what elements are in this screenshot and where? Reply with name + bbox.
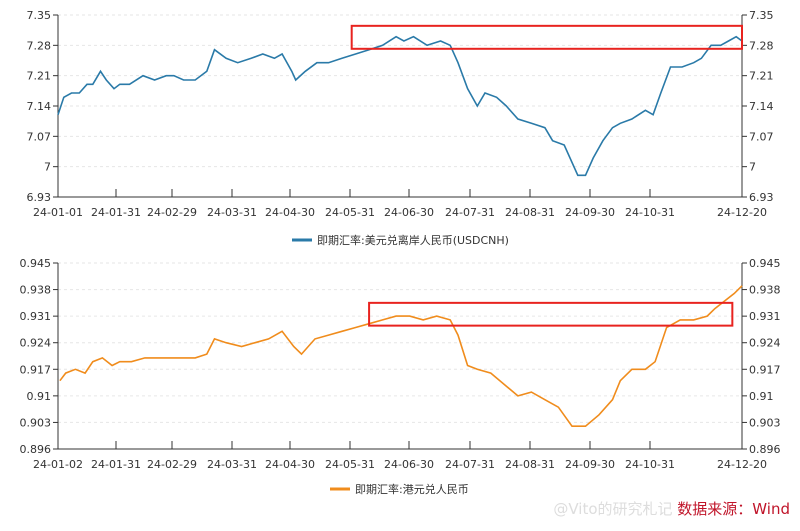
y-tick-label-right: 0.931 — [749, 310, 781, 323]
y-tick-label-right: 7.07 — [749, 130, 774, 143]
y-tick-label: 7 — [44, 161, 51, 174]
x-tick-label: 24-01-31 — [91, 206, 141, 219]
source-text: 数据来源：Wind — [677, 500, 790, 518]
x-tick-label: 24-03-31 — [207, 458, 257, 471]
y-tick-label: 7.14 — [27, 100, 52, 113]
x-tick-label: 24-09-30 — [565, 206, 615, 219]
y-tick-label-right: 0.938 — [749, 284, 781, 297]
chart-2: 0.945 0.945 0.938 0.938 0.931 0.931 0.924 0.924… — [20, 257, 781, 496]
x-tick-label: 24-08-31 — [505, 458, 555, 471]
y-tick-label-right: 0.91 — [749, 390, 774, 403]
y-tick-label-right: 0.945 — [749, 257, 781, 270]
chart-1: 7.35 7.35 7.28 7.28 7.21 7.21 7.14 7.14 7.07 7.07… — [27, 9, 774, 247]
y-tick-label-right: 0.924 — [749, 337, 781, 350]
y-tick-label-right: 6.93 — [749, 191, 774, 204]
x-tick-label: 24-03-31 — [207, 206, 257, 219]
y-tick-label: 0.896 — [20, 443, 52, 456]
x-tick-label: 24-06-30 — [384, 458, 434, 471]
x-tick-label: 24-12-20 — [717, 206, 767, 219]
y-tick-label: 0.917 — [20, 363, 52, 376]
legend-label: 即期汇率:港元兑人民币 — [355, 482, 469, 496]
x-tick-label: 24-07-31 — [445, 206, 495, 219]
y-tick-label: 0.91 — [27, 390, 52, 403]
series-line — [59, 285, 743, 428]
y-tick-label-right: 7 — [749, 161, 756, 174]
x-tick-label: 24-10-31 — [625, 206, 675, 219]
highlight-box — [350, 24, 743, 50]
x-tick-label: 24-09-30 — [565, 458, 615, 471]
y-tick-label: 0.938 — [20, 284, 52, 297]
y-tick-label-right: 7.21 — [749, 70, 774, 83]
y-tick-label: 0.945 — [20, 257, 52, 270]
legend-label: 即期汇率:美元兑离岸人民币(USDCNH) — [317, 233, 509, 247]
x-tick-label: 24-07-31 — [445, 458, 495, 471]
x-tick-label: 24-06-30 — [384, 206, 434, 219]
x-tick-label: 24-04-30 — [265, 206, 315, 219]
y-tick-label-right: 0.896 — [749, 443, 781, 456]
y-tick-label-right: 7.35 — [749, 9, 774, 22]
y-tick-label: 0.903 — [20, 416, 52, 429]
y-tick-label-right: 0.903 — [749, 416, 781, 429]
highlight-box — [368, 301, 734, 327]
x-tick-label: 24-01-31 — [91, 458, 141, 471]
y-tick-label: 7.28 — [27, 39, 52, 52]
x-tick-label: 24-02-29 — [147, 206, 197, 219]
series-line — [57, 35, 743, 177]
y-tick-label: 0.924 — [20, 337, 52, 350]
x-tick-label: 24-04-30 — [265, 458, 315, 471]
watermark: @Vito的研究札记 数据来源：Wind — [553, 498, 790, 519]
x-tick-label: 24-05-31 — [325, 458, 375, 471]
x-tick-label: 24-10-31 — [625, 458, 675, 471]
y-tick-label: 7.35 — [27, 9, 52, 22]
x-tick-label: 24-01-01 — [33, 206, 83, 219]
y-tick-label-right: 0.917 — [749, 363, 781, 376]
watermark-text: @Vito的研究札记 — [553, 500, 673, 518]
y-tick-label: 7.07 — [27, 130, 52, 143]
x-tick-label: 24-01-02 — [33, 458, 83, 471]
y-tick-label: 0.931 — [20, 310, 52, 323]
x-tick-label: 24-05-31 — [325, 206, 375, 219]
x-tick-label: 24-08-31 — [505, 206, 555, 219]
x-tick-label: 24-02-29 — [147, 458, 197, 471]
y-tick-label-right: 7.28 — [749, 39, 774, 52]
x-tick-label: 24-12-20 — [717, 458, 767, 471]
y-tick-label: 6.93 — [27, 191, 52, 204]
y-tick-label: 7.21 — [27, 70, 52, 83]
y-tick-label-right: 7.14 — [749, 100, 774, 113]
